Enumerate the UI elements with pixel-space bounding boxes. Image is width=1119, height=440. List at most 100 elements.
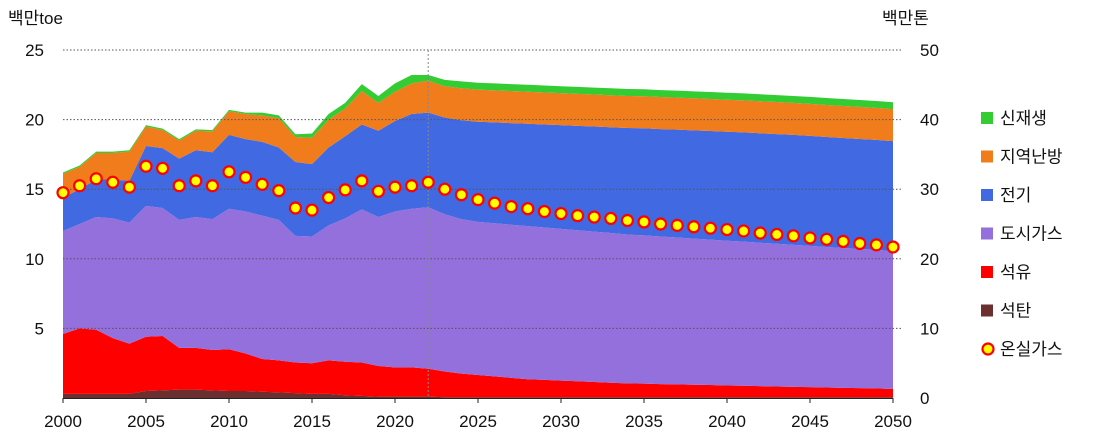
emission-point [122, 180, 136, 194]
emission-point [338, 183, 352, 197]
x-tick-label: 2035 [625, 412, 663, 431]
emission-point [222, 165, 236, 179]
legend-label-4: 도시가스 [1000, 225, 1063, 244]
emission-point [770, 227, 784, 242]
legend-swatch-6 [981, 304, 993, 317]
right-ticks: 0 10 20 30 40 50 [920, 41, 939, 408]
legend-label-6: 석탄 [1000, 302, 1032, 321]
emission-point [305, 203, 319, 217]
emission-point [670, 218, 684, 232]
legend-swatch-5 [981, 266, 993, 278]
area-series-1 [63, 389, 893, 398]
emission-point [272, 183, 286, 198]
emission-point [653, 217, 668, 231]
emission-point [886, 240, 900, 254]
x-tick-label: 2015 [293, 412, 331, 431]
emission-point [388, 180, 402, 194]
right-tick-label: 30 [920, 180, 939, 199]
right-tick-label: 0 [920, 389, 929, 408]
emission-point [720, 222, 734, 237]
emission-point [537, 204, 552, 219]
emission-point [156, 161, 170, 175]
emission-point [637, 215, 651, 229]
emission-point [355, 174, 369, 188]
emission-point [172, 179, 186, 193]
legend-label-5: 석유 [1000, 263, 1031, 282]
emission-point [620, 213, 635, 228]
x-ticks: 2000 2005 2010 2015 2020 2025 2030 2035 2040 2045… [44, 398, 912, 431]
emission-point [554, 206, 568, 221]
left-tick-label: 20 [25, 111, 44, 130]
emission-point [438, 182, 452, 196]
left-axis-unit: 백만toe [8, 9, 63, 28]
emission-point [604, 211, 618, 226]
emission-point [106, 175, 120, 189]
right-tick-label: 10 [920, 319, 939, 338]
x-tick-label: 2045 [791, 412, 829, 431]
left-tick-label: 10 [25, 250, 44, 269]
emission-point [371, 184, 385, 198]
legend-label-2: 지역난방 [1000, 148, 1063, 167]
emission-point [587, 210, 601, 224]
x-tick-label: 2005 [127, 412, 165, 431]
legend-label-7: 온실가스 [1000, 340, 1063, 359]
x-tick-label: 2010 [210, 412, 248, 431]
legend-swatch-7 [981, 342, 995, 356]
emission-point [56, 186, 70, 200]
x-tick-label: 2040 [708, 412, 746, 431]
legend-swatch-2 [981, 150, 993, 163]
emission-point [504, 200, 518, 214]
emission-point [239, 170, 253, 184]
legend-swatch-1 [981, 112, 993, 124]
emission-point [687, 220, 701, 234]
emission-point [72, 179, 87, 193]
right-tick-label: 50 [920, 41, 939, 60]
emission-point [736, 224, 751, 238]
emission-point [454, 188, 468, 202]
right-tick-label: 40 [920, 111, 939, 130]
x-tick-label: 2050 [874, 412, 912, 431]
emission-point [853, 236, 867, 251]
emission-point [488, 196, 502, 210]
emission-point [89, 172, 103, 186]
plot-areas [63, 75, 893, 398]
emission-point [786, 229, 801, 243]
area-series-2 [63, 328, 893, 398]
right-axis-unit: 백만톤 [882, 9, 929, 28]
x-tick-label: 2000 [44, 412, 82, 431]
x-tick-label: 2030 [542, 412, 580, 431]
emission-point [421, 175, 435, 189]
x-tick-label: 2020 [376, 412, 414, 431]
emission-point [471, 193, 485, 207]
emission-point [139, 159, 153, 173]
left-tick-label: 5 [35, 319, 44, 338]
left-tick-label: 15 [25, 180, 44, 199]
emission-point [189, 174, 203, 188]
emission-point [703, 221, 718, 235]
emission-point [836, 234, 850, 248]
legend-label-3: 전기 [1000, 186, 1031, 205]
emission-point [819, 232, 834, 246]
legend-label-1: 신재생 [1000, 109, 1047, 128]
area-series-4 [63, 112, 893, 252]
x-tick-label: 2025 [459, 412, 497, 431]
emission-markers [56, 159, 900, 254]
area-series-5 [63, 80, 893, 198]
legend-swatch-3 [981, 189, 993, 201]
emission-point [570, 209, 585, 223]
left-ticks: 5 10 15 20 25 [25, 41, 44, 338]
area-series-3 [63, 205, 893, 389]
emission-point [869, 238, 884, 252]
emission-point [405, 179, 419, 193]
emission-point [255, 177, 269, 191]
emission-point [803, 231, 817, 245]
emission-point [521, 202, 535, 216]
right-tick-label: 20 [920, 250, 939, 269]
legend-swatch-4 [981, 227, 993, 240]
emission-point [753, 226, 767, 240]
emission-point [205, 179, 219, 193]
left-tick-label: 25 [25, 41, 44, 60]
emission-point [288, 201, 302, 215]
